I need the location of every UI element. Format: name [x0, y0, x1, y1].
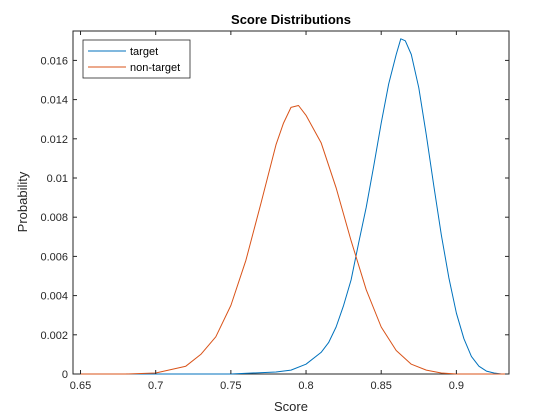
series-line-non-target: [80, 105, 509, 375]
x-tick-label: 0.9: [449, 380, 464, 392]
chart-title: Score Distributions: [231, 12, 351, 27]
x-tick-label: 0.65: [70, 380, 91, 392]
legend-label-target: target: [130, 46, 158, 58]
plot-area: [72, 30, 510, 375]
y-tick-label: 0: [62, 369, 68, 381]
series-layer: [80, 38, 509, 375]
y-ticks: 0 0.002 0.004 0.006 0.008 0.01 0.012 0.014 0.016: [40, 55, 509, 381]
x-tick-label: 0.8: [298, 380, 313, 392]
legend-label-non-target: non-target: [130, 62, 180, 74]
x-ticks: 0.65 0.7 0.75 0.8 0.85 0.9: [70, 31, 464, 392]
x-tick-label: 0.85: [370, 380, 391, 392]
y-tick-label: 0.004: [40, 291, 68, 303]
y-tick-label: 0.008: [40, 212, 68, 224]
y-tick-label: 0.006: [40, 251, 68, 263]
y-tick-label: 0.014: [40, 95, 68, 107]
y-tick-label: 0.002: [40, 330, 68, 342]
legend-box: [82, 39, 191, 79]
y-tick-label: 0.01: [47, 173, 68, 185]
x-tick-label: 0.75: [220, 380, 241, 392]
x-axis-label: Score: [274, 399, 308, 414]
series-line-target: [80, 38, 509, 375]
x-tick-label: 0.7: [148, 380, 163, 392]
legend[interactable]: target non-target: [82, 39, 191, 79]
y-tick-label: 0.016: [40, 55, 68, 67]
y-tick-label: 0.012: [40, 134, 68, 146]
y-axis-label: Probability: [15, 171, 30, 232]
